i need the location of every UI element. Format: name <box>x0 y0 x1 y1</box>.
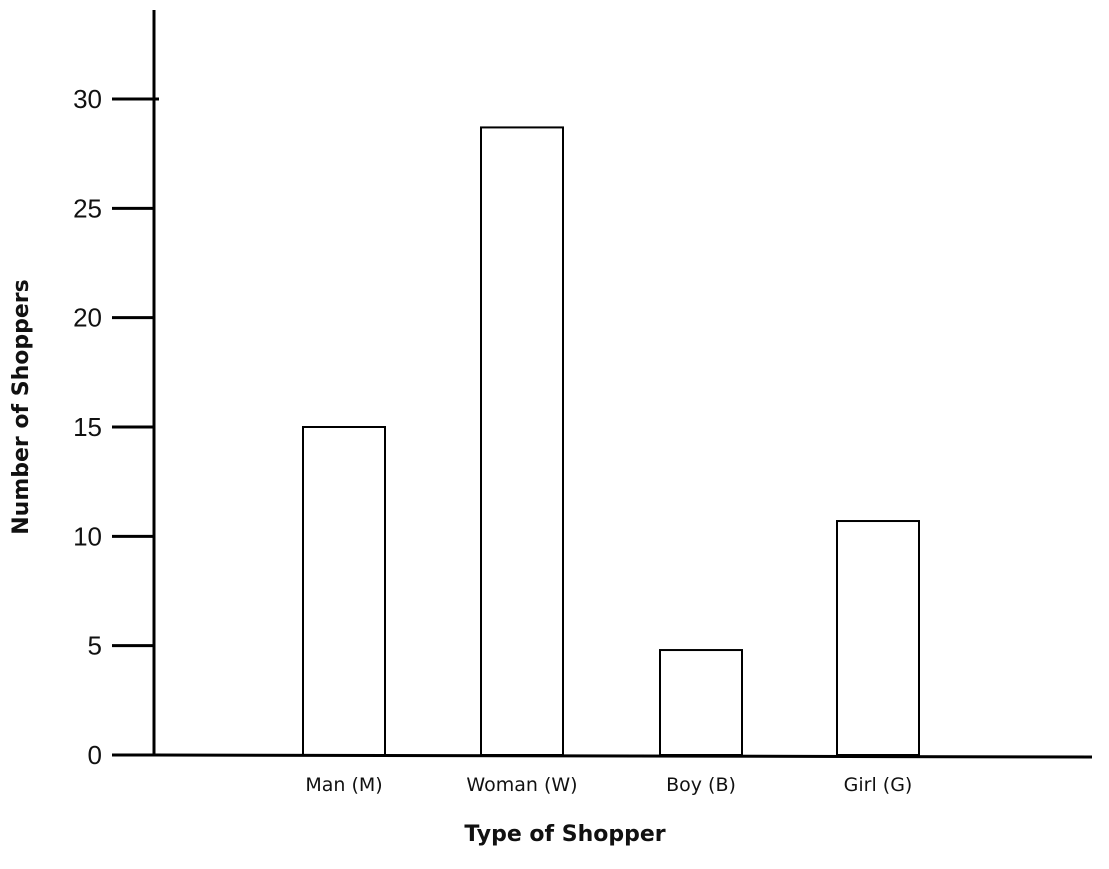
bar <box>480 126 564 756</box>
x-tick-label: Boy (B) <box>666 774 736 796</box>
y-tick-label: 5 <box>88 631 102 661</box>
x-axis-labels: Man (M) Woman (W) Boy (B) Girl (G) <box>305 774 912 796</box>
bar <box>659 649 743 756</box>
x-axis-title: Type of Shopper <box>464 822 665 847</box>
y-tick-label: 15 <box>73 412 102 442</box>
y-tick-label: 10 <box>73 521 102 551</box>
x-tick-label: Woman (W) <box>466 774 577 796</box>
y-tick-label: 20 <box>73 303 102 333</box>
bar <box>302 426 386 756</box>
y-tick-label: 0 <box>88 740 102 770</box>
y-axis-ticks: 0 5 10 15 20 25 30 <box>73 84 159 770</box>
x-tick-label: Girl (G) <box>844 774 913 796</box>
y-axis-title: Number of Shoppers <box>9 279 34 535</box>
y-tick-label: 30 <box>73 84 102 114</box>
bar <box>836 520 920 756</box>
x-tick-label: Man (M) <box>305 774 382 796</box>
x-axis-line <box>153 753 1093 759</box>
y-tick-label: 25 <box>73 193 102 223</box>
bars <box>302 126 920 756</box>
